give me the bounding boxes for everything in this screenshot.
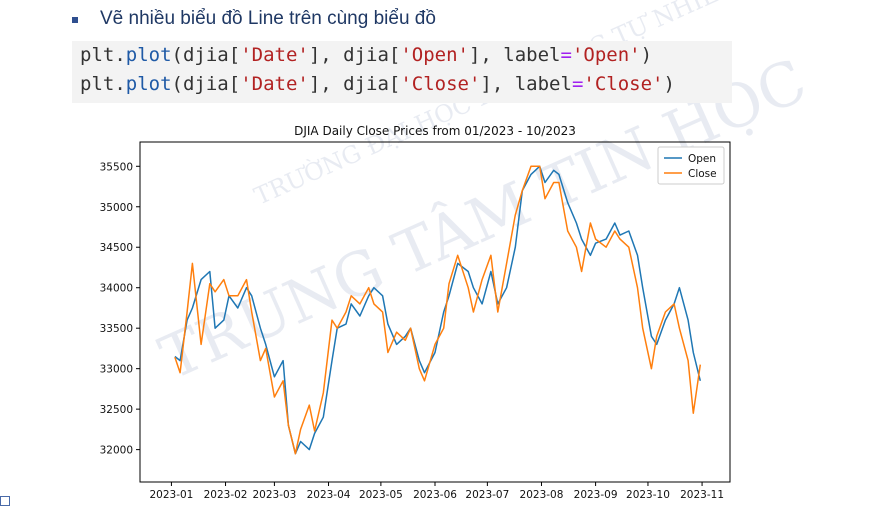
x-tick-label: 2023-08 [520, 489, 564, 501]
bullet-text: Vẽ nhiều biểu đồ Line trên cùng biểu đồ [100, 8, 436, 29]
code-line-close: plt.plot(djia['Date'], djia['Close'], la… [80, 73, 675, 95]
x-tick-label: 2023-03 [252, 489, 296, 501]
legend-box [657, 146, 725, 185]
y-tick-label: 34000 [100, 283, 133, 295]
square-bullet-icon [72, 17, 78, 23]
y-tick-label: 35500 [100, 161, 133, 173]
x-tick-label: 2023-05 [359, 489, 403, 501]
legend-label-open: Open [688, 153, 716, 165]
x-tick-label: 2023-11 [680, 489, 724, 501]
code-line-open: plt.plot(djia['Date'], djia['Open'], lab… [80, 44, 653, 66]
series-line-close [174, 165, 702, 455]
y-tick-label: 33000 [100, 364, 133, 376]
y-tick-label: 35000 [100, 202, 133, 214]
bullet-line: Vẽ nhiều biểu đồ Line trên cùng biểu đồ [72, 6, 436, 32]
y-tick-label: 33500 [100, 323, 133, 335]
y-tick-label: 32500 [100, 404, 133, 416]
djia-line-chart: DJIA Daily Close Prices from 01/2023 - 1… [100, 124, 731, 501]
series-line-open [174, 165, 702, 455]
legend-label-close: Close [688, 168, 717, 180]
plot-frame [139, 141, 731, 483]
x-tick-label: 2023-07 [465, 489, 509, 501]
y-tick-label: 32000 [100, 445, 133, 457]
code-block: plt.plot(djia['Date'], djia['Open'], lab… [72, 41, 732, 103]
slide-corner-icon [0, 496, 10, 506]
x-tick-label: 2023-06 [413, 489, 457, 501]
x-tick-label: 2023-02 [204, 489, 248, 501]
x-tick-label: 2023-01 [149, 489, 193, 501]
x-tick-label: 2023-04 [307, 489, 351, 501]
y-tick-label: 34500 [100, 242, 133, 254]
x-tick-label: 2023-10 [626, 489, 670, 501]
chart-title: DJIA Daily Close Prices from 01/2023 - 1… [294, 124, 576, 138]
x-tick-label: 2023-09 [574, 489, 618, 501]
